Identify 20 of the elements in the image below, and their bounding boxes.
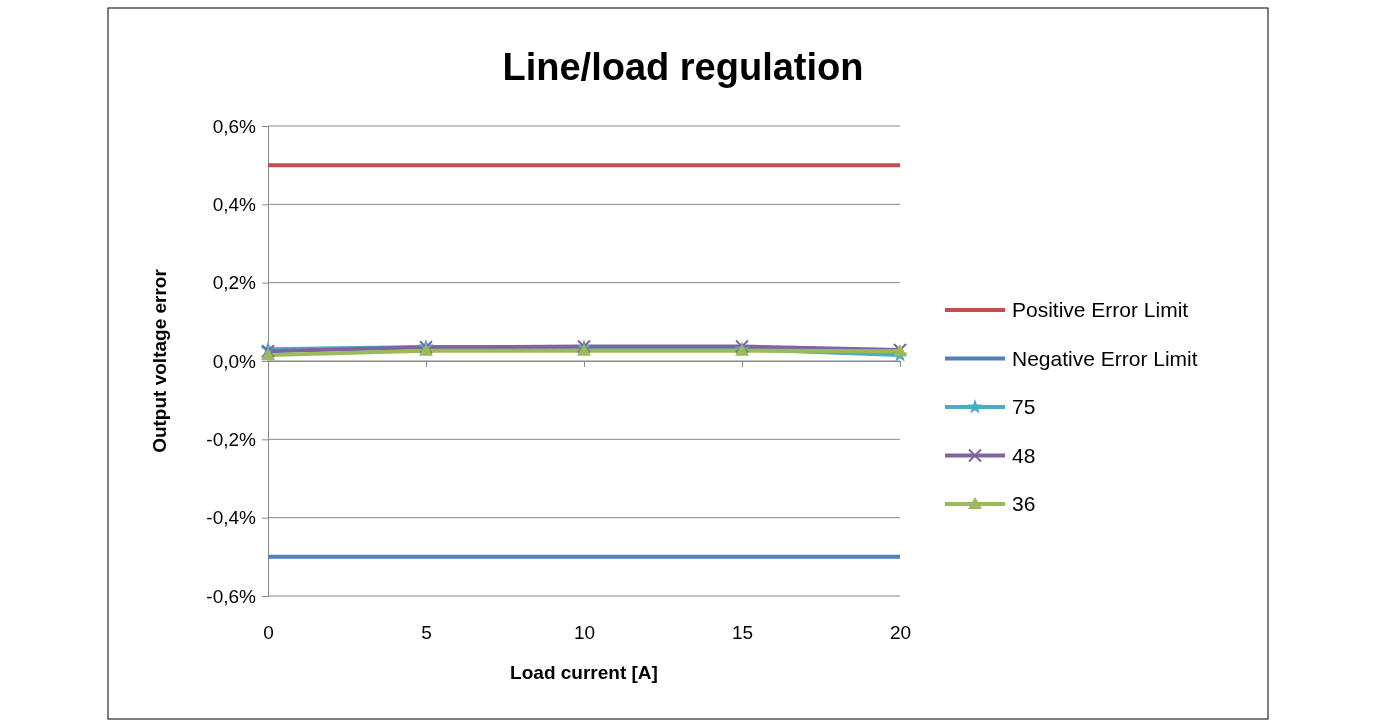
- legend-label: 48: [1012, 443, 1036, 467]
- x-tick-label: 0: [263, 622, 274, 644]
- x-tick-label: 20: [889, 622, 912, 644]
- legend-label: Negative Error Limit: [1012, 346, 1198, 370]
- y-tick-label: -0,4%: [206, 507, 257, 529]
- y-tick-label: 0,2%: [212, 272, 257, 294]
- y-tick-label: -0,6%: [206, 585, 257, 607]
- y-axis-title: Output voltage error: [149, 268, 170, 453]
- legend-label: Positive Error Limit: [1012, 298, 1189, 322]
- x-tick-label: 10: [573, 622, 596, 644]
- y-tick-label: 0,6%: [212, 115, 257, 137]
- x-axis-title: Load current [A]: [510, 662, 658, 683]
- y-tick-label: 0,0%: [212, 350, 257, 372]
- x-tick-label: 15: [731, 622, 754, 644]
- chart-title: Line/load regulation: [502, 46, 864, 88]
- legend-label: 75: [1012, 395, 1036, 419]
- legend-label: 36: [1012, 492, 1036, 516]
- y-tick-label: -0,2%: [206, 428, 257, 450]
- x-tick-label: 5: [421, 622, 432, 644]
- y-tick-label: 0,4%: [212, 193, 257, 215]
